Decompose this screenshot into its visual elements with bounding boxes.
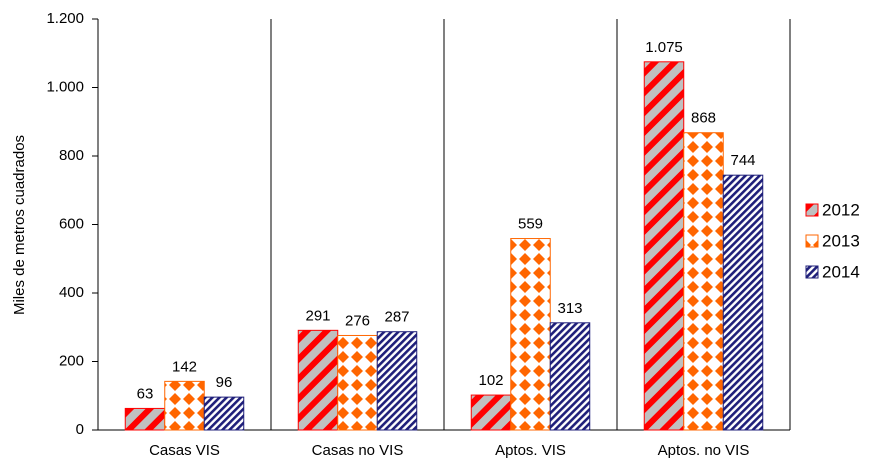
legend-label: 2014 xyxy=(822,262,860,281)
x-tick-label: Casas VIS xyxy=(149,442,220,459)
data-label: 287 xyxy=(384,309,409,326)
bar xyxy=(722,174,764,431)
bar xyxy=(643,61,685,431)
data-label: 1.075 xyxy=(645,39,683,56)
bar xyxy=(337,334,378,431)
bar xyxy=(683,132,724,431)
legend-swatch xyxy=(805,265,819,279)
x-tick-label: Casas no VIS xyxy=(312,442,404,459)
bar xyxy=(164,380,205,431)
data-label: 559 xyxy=(518,216,543,233)
legend-label: 2012 xyxy=(822,200,860,219)
y-tick-label: 0 xyxy=(76,421,84,438)
bar xyxy=(376,331,418,431)
data-label: 744 xyxy=(730,152,755,169)
x-tick-label: Aptos. no VIS xyxy=(658,442,750,459)
bar xyxy=(297,329,339,431)
data-label: 96 xyxy=(216,374,233,391)
bar xyxy=(203,396,245,431)
bar xyxy=(510,238,551,431)
bar xyxy=(124,407,166,431)
legend-label: 2013 xyxy=(822,231,860,250)
legend-swatch xyxy=(805,203,819,217)
bar xyxy=(470,394,512,431)
legend-swatch xyxy=(805,234,819,248)
y-tick-label: 400 xyxy=(59,284,84,301)
data-label: 276 xyxy=(345,312,370,329)
y-tick-label: 1.200 xyxy=(46,10,84,27)
bar xyxy=(549,322,591,431)
y-tick-label: 600 xyxy=(59,215,84,232)
y-tick-label: 1.000 xyxy=(46,78,84,95)
data-label: 142 xyxy=(172,358,197,375)
data-label: 868 xyxy=(691,110,716,127)
data-label: 291 xyxy=(305,307,330,324)
x-tick-label: Aptos. VIS xyxy=(495,442,566,459)
data-label: 102 xyxy=(478,372,503,389)
data-label: 63 xyxy=(137,385,154,402)
data-label: 313 xyxy=(557,300,582,317)
y-tick-label: 800 xyxy=(59,147,84,164)
y-tick-label: 200 xyxy=(59,352,84,369)
y-axis-title: Miles de metros cuadrados xyxy=(11,135,28,315)
